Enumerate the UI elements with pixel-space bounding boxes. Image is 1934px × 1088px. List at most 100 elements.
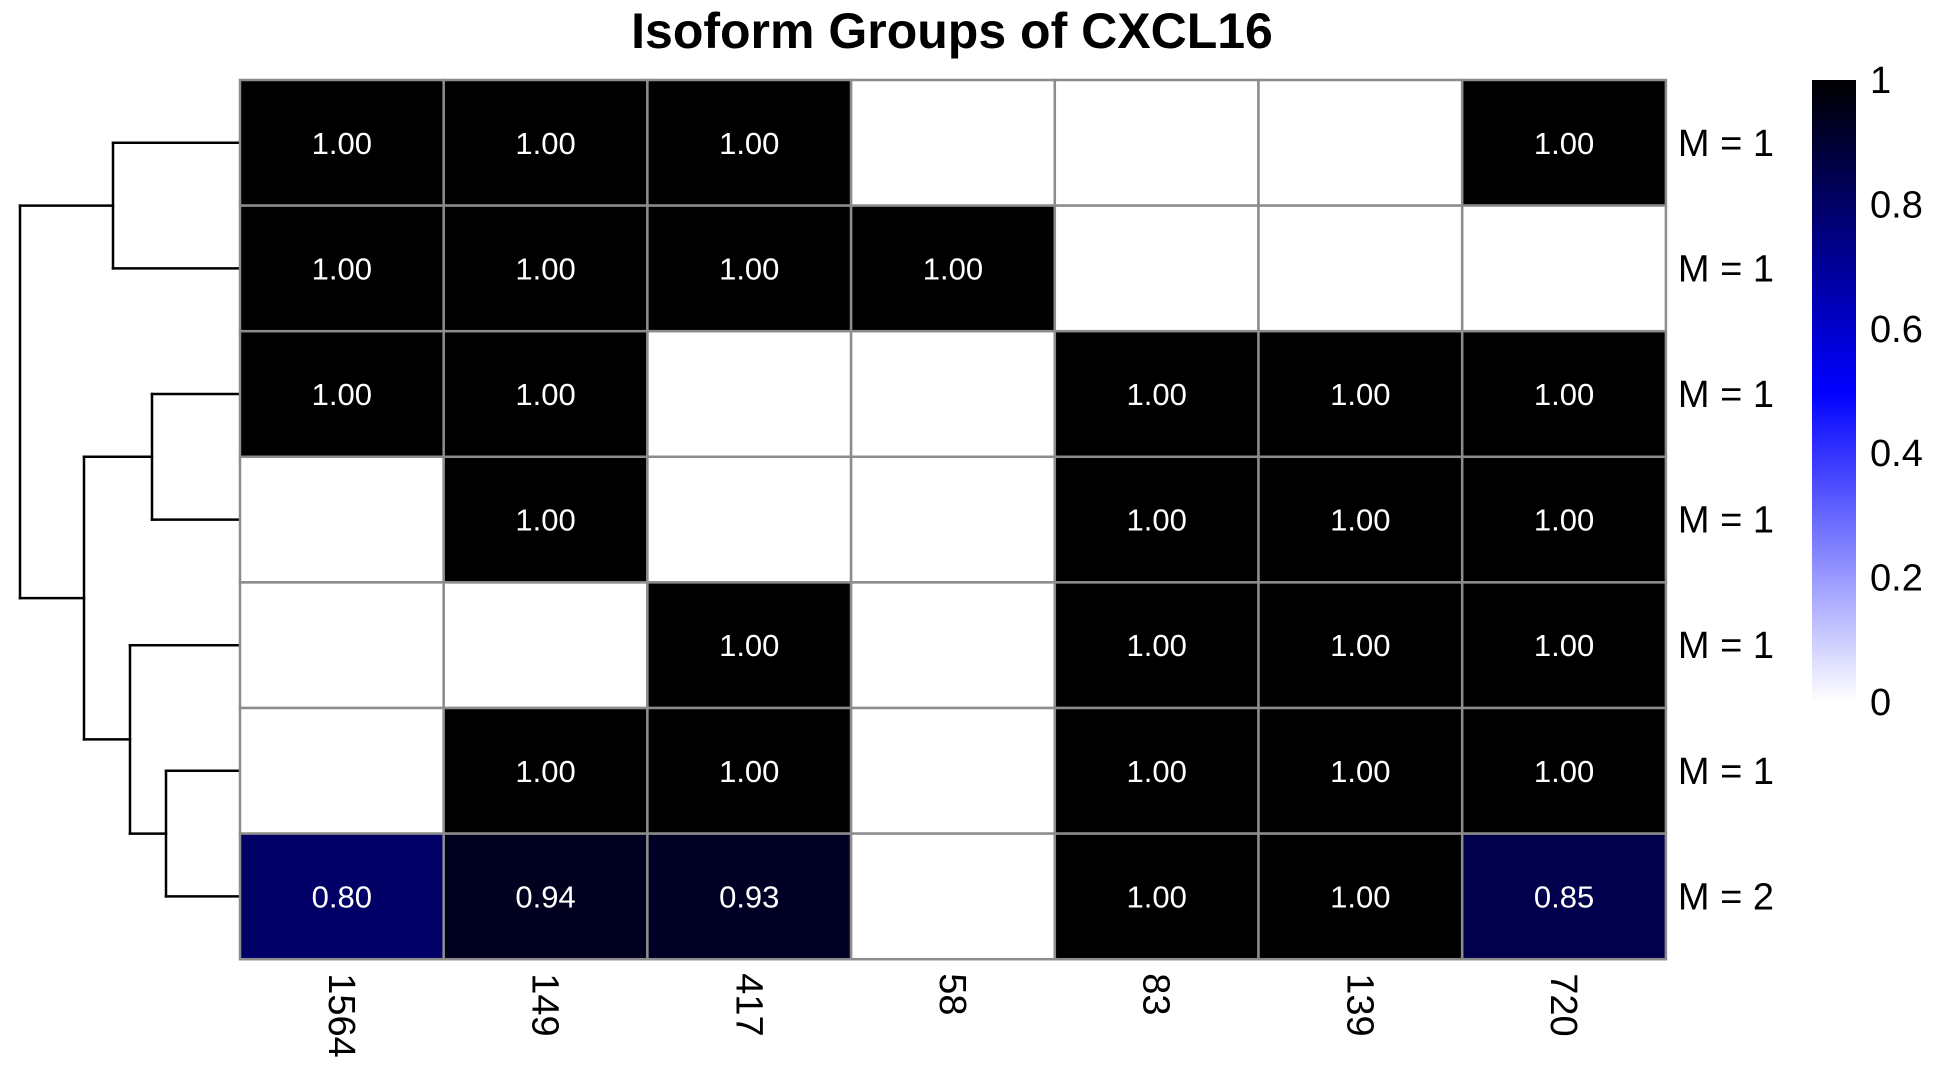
heatmap-cell xyxy=(442,706,649,835)
cell-value-label: 1.00 xyxy=(1330,503,1390,538)
heatmap-cell xyxy=(646,78,853,207)
legend-tick-label: 1 xyxy=(1870,60,1891,102)
row-label: M = 1 xyxy=(1678,374,1774,416)
cell-value-label: 1.00 xyxy=(1534,126,1594,161)
cell-value-label: 1.00 xyxy=(1330,879,1390,914)
cell-value-label: 1.00 xyxy=(312,377,372,412)
cell-value-label: 0.94 xyxy=(515,879,575,914)
cell-value-label: 1.00 xyxy=(1330,628,1390,663)
row-label: M = 1 xyxy=(1678,625,1774,667)
heatmap-cell xyxy=(442,329,649,459)
legend-tick-label: 0.4 xyxy=(1870,433,1923,475)
cell-value-label: 1.00 xyxy=(1534,754,1594,789)
column-label: 58 xyxy=(931,973,973,1015)
cell-value-label: 1.00 xyxy=(1126,879,1186,914)
heatmap-cell xyxy=(646,581,853,710)
heatmap-cell xyxy=(646,455,853,584)
cell-value-label: 1.00 xyxy=(1126,628,1186,663)
heatmap-cell xyxy=(646,329,853,459)
cell-value-label: 1.00 xyxy=(312,251,372,286)
column-label: 1564 xyxy=(320,973,362,1058)
cell-value-label: 1.00 xyxy=(923,251,983,286)
heatmap-cell xyxy=(1460,204,1668,333)
column-label: 83 xyxy=(1135,973,1177,1015)
heatmap-cell xyxy=(1257,78,1464,207)
color-legend-bar xyxy=(1812,80,1856,702)
heatmap-cell xyxy=(1053,706,1260,835)
column-label: 149 xyxy=(524,973,566,1036)
cell-value-label: 1.00 xyxy=(1126,754,1186,789)
heatmap-cell xyxy=(238,706,445,835)
cell-value-label: 1.00 xyxy=(719,126,779,161)
heatmap-cell xyxy=(1053,204,1260,333)
heatmap-cell-labels: 1.00 1.00 1.00 1.00 1.00 1.00 1.00 1.00 1.00 1.00… xyxy=(312,126,1595,915)
cell-value-label: 1.00 xyxy=(1534,628,1594,663)
cell-value-label: 1.00 xyxy=(515,503,575,538)
cell-value-label: 1.00 xyxy=(719,628,779,663)
row-dendrogram xyxy=(18,141,240,898)
heatmap-cell xyxy=(442,204,649,333)
cell-value-label: 1.00 xyxy=(1330,754,1390,789)
heatmap-cell xyxy=(849,706,1057,835)
heatmap-cell xyxy=(1053,455,1260,584)
heatmap-cell xyxy=(1460,706,1668,835)
cell-value-label: 0.80 xyxy=(312,879,372,914)
legend-tick-label: 0.2 xyxy=(1870,558,1923,600)
heatmap-cell xyxy=(238,455,445,584)
cell-value-label: 1.00 xyxy=(1126,503,1186,538)
heatmap-cell xyxy=(1460,329,1668,459)
legend-tick-label: 0.6 xyxy=(1870,309,1923,351)
color-legend: 1 0.8 0.6 0.4 0.2 0 xyxy=(1812,60,1923,724)
column-label: 417 xyxy=(727,973,769,1036)
row-label: M = 2 xyxy=(1678,876,1774,918)
heatmap-cell xyxy=(238,832,445,961)
cell-value-label: 1.00 xyxy=(312,126,372,161)
heatmap-cell xyxy=(442,455,649,584)
heatmap-cell xyxy=(646,832,853,961)
cell-value-label: 0.85 xyxy=(1534,879,1594,914)
heatmap-cell xyxy=(849,455,1057,584)
heatmap-cell xyxy=(1460,455,1668,584)
heatmap-cell xyxy=(1460,832,1668,961)
heatmap-cell xyxy=(238,581,445,710)
heatmap-cell xyxy=(646,706,853,835)
cell-value-label: 1.00 xyxy=(719,251,779,286)
cell-value-label: 1.00 xyxy=(1534,503,1594,538)
heatmap-cell xyxy=(1257,329,1464,459)
heatmap-cell xyxy=(849,581,1057,710)
heatmap-cell xyxy=(1257,706,1464,835)
row-label: M = 1 xyxy=(1678,248,1774,290)
heatmap-cell xyxy=(1257,455,1464,584)
row-label: M = 1 xyxy=(1678,500,1774,542)
heatmap-cell xyxy=(1257,832,1464,961)
row-label: M = 1 xyxy=(1678,751,1774,793)
column-labels: 1564 149 417 58 83 139 720 xyxy=(320,973,1584,1058)
cell-value-label: 1.00 xyxy=(515,754,575,789)
legend-tick-label: 0.8 xyxy=(1870,184,1923,226)
heatmap-cell xyxy=(1257,204,1464,333)
heatmap-cell xyxy=(1460,581,1668,710)
cell-value-label: 1.00 xyxy=(1330,377,1390,412)
row-label: M = 1 xyxy=(1678,123,1774,165)
heatmap-cell xyxy=(849,329,1057,459)
heatmap-cell xyxy=(442,581,649,710)
row-labels: M = 1 M = 1 M = 1 M = 1 M = 1 M = 1 M = 2 xyxy=(1678,123,1774,919)
heatmap-cell xyxy=(849,78,1057,207)
cell-value-label: 1.00 xyxy=(1534,377,1594,412)
heatmap-cells xyxy=(238,78,1668,961)
heatmap-cell xyxy=(442,78,649,207)
cell-value-label: 1.00 xyxy=(515,251,575,286)
cell-value-label: 1.00 xyxy=(515,377,575,412)
heatmap-cell xyxy=(238,78,445,207)
legend-tick-label: 0 xyxy=(1870,682,1891,724)
chart-title: Isoform Groups of CXCL16 xyxy=(631,3,1273,59)
cell-value-label: 1.00 xyxy=(719,754,779,789)
heatmap-cell xyxy=(849,832,1057,961)
heatmap-cell xyxy=(849,204,1057,333)
cell-value-label: 1.00 xyxy=(1126,377,1186,412)
heatmap-cell xyxy=(1053,78,1260,207)
column-label: 139 xyxy=(1338,973,1380,1036)
heatmap-cell xyxy=(1460,78,1668,207)
heatmap-cell xyxy=(1053,581,1260,710)
